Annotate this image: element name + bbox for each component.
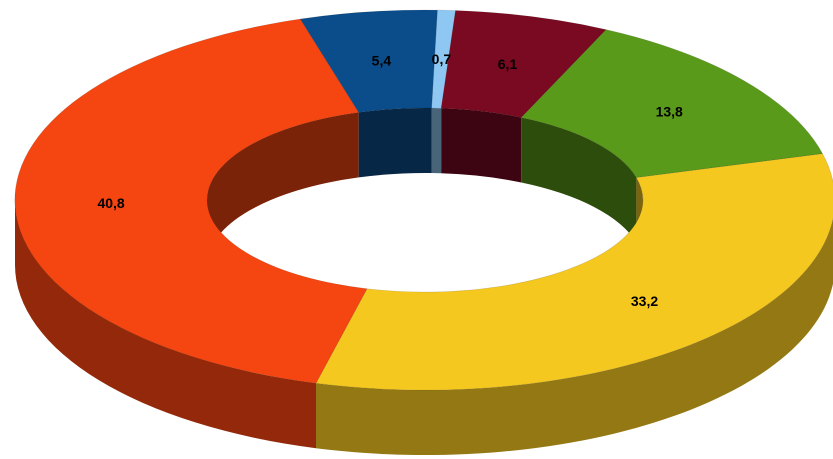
- slice-top-1: [440, 10, 607, 118]
- outer-walls: [14, 200, 833, 456]
- slice-top-2: [520, 29, 824, 178]
- data-label-3: 33,2: [631, 293, 658, 309]
- slice-outer-wall-4-0: [14, 200, 316, 449]
- data-label-2: 13,8: [656, 103, 683, 119]
- data-label-5: 5,4: [372, 52, 392, 68]
- slice-top-5: [299, 9, 438, 113]
- slice-inner-wall-2-1: [521, 117, 637, 243]
- slice-top-3: [315, 153, 833, 391]
- data-labels: 0,7 6,1 13,8 33,2 40,8 5,4: [97, 51, 683, 309]
- data-label-4: 40,8: [97, 195, 124, 211]
- slice-top-4: [14, 18, 368, 384]
- data-label-1: 6,1: [498, 56, 518, 72]
- slice-inner-wall-4-0: [207, 112, 359, 266]
- data-label-0: 0,7: [432, 51, 452, 67]
- slice-tops: [14, 9, 833, 391]
- slice-inner-wall-1-1: [441, 108, 522, 183]
- slice-outer-wall-3-0: [316, 218, 833, 456]
- slice-inner-wall-0-1: [431, 108, 442, 174]
- slice-inner-wall-5-0: [358, 107, 432, 178]
